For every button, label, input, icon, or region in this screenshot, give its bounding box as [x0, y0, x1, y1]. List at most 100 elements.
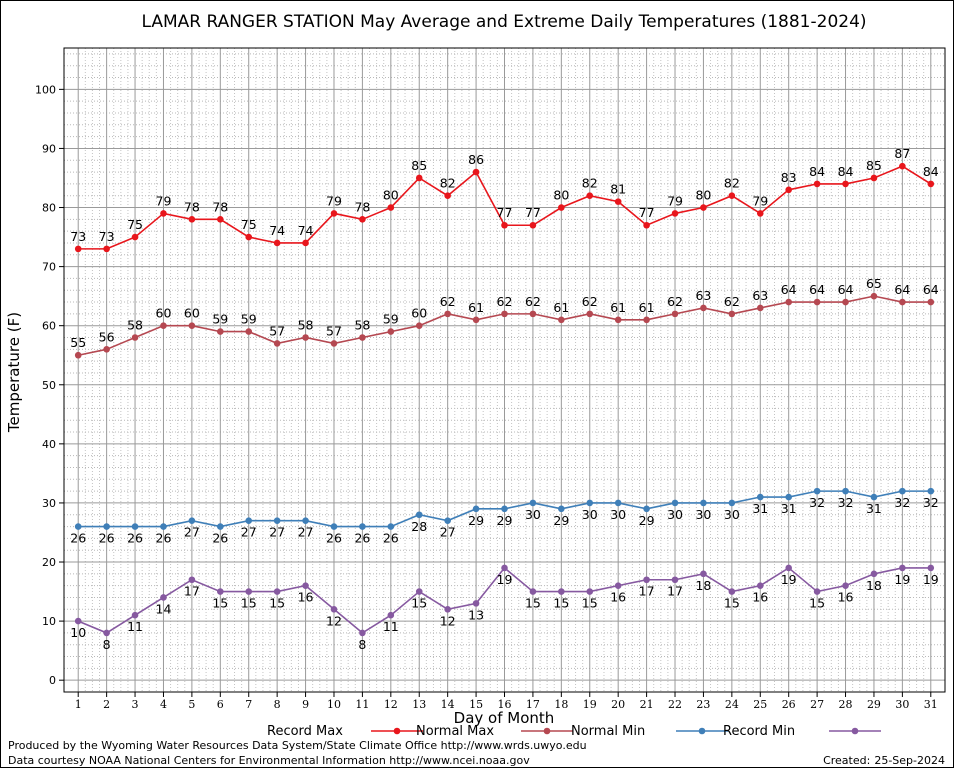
data-point [160, 322, 167, 329]
data-point [842, 487, 849, 495]
created-label: Created: [823, 754, 871, 767]
data-label: 80 [695, 188, 711, 203]
data-point [870, 493, 878, 501]
data-point [415, 174, 423, 182]
data-label: 26 [326, 531, 342, 546]
data-label: 30 [695, 507, 711, 522]
data-point [558, 588, 565, 595]
x-tick-label: 8 [274, 698, 281, 711]
data-label: 59 [241, 312, 257, 327]
data-point [245, 517, 253, 524]
data-label: 64 [781, 282, 797, 297]
data-label: 15 [809, 596, 825, 611]
data-point [330, 210, 338, 217]
data-label: 26 [354, 531, 370, 546]
data-label: 73 [99, 229, 115, 244]
x-tick-label: 23 [696, 698, 710, 711]
data-point [529, 588, 537, 595]
data-point [728, 588, 736, 595]
data-point [188, 576, 196, 584]
data-label: 18 [866, 578, 882, 593]
data-point [756, 304, 764, 312]
data-label: 32 [894, 495, 910, 510]
data-label: 30 [525, 507, 541, 522]
data-label: 82 [724, 176, 740, 191]
legend-marker [851, 727, 859, 735]
data-point [728, 310, 736, 318]
data-point [586, 192, 594, 200]
data-label: 16 [838, 590, 854, 605]
x-tick-label: 3 [132, 698, 139, 711]
data-label: 32 [923, 495, 939, 510]
x-tick-label: 7 [245, 698, 252, 711]
data-point [643, 576, 650, 584]
x-tick-label: 11 [355, 698, 369, 711]
data-label: 55 [70, 335, 86, 350]
y-tick-label: 70 [42, 261, 56, 274]
data-label: 30 [724, 507, 740, 522]
data-label: 64 [838, 282, 854, 297]
data-label: 57 [269, 323, 285, 338]
data-point [700, 204, 707, 211]
data-label: 80 [383, 188, 399, 203]
data-label: 74 [269, 223, 285, 238]
data-point [74, 523, 82, 530]
data-label: 12 [326, 613, 342, 628]
data-point [444, 517, 451, 524]
data-point [501, 505, 508, 513]
data-label: 17 [184, 584, 200, 599]
x-tick-label: 31 [924, 698, 938, 711]
data-label: 75 [241, 217, 257, 232]
data-label: 63 [695, 288, 711, 303]
data-point [188, 322, 196, 329]
x-tick-label: 1 [75, 698, 82, 711]
x-tick-label: 10 [327, 698, 341, 711]
data-point [387, 204, 395, 211]
data-point [160, 594, 167, 601]
chart-title: LAMAR RANGER STATION May Average and Ext… [141, 12, 866, 32]
data-label: 63 [752, 288, 768, 303]
data-label: 14 [156, 601, 172, 616]
y-tick-label: 50 [42, 379, 56, 392]
x-tick-label: 28 [839, 698, 853, 711]
data-point [671, 310, 679, 318]
data-label: 61 [468, 300, 484, 315]
data-label: 64 [923, 282, 939, 297]
legend-marker [543, 727, 551, 735]
data-label: 84 [838, 164, 854, 179]
data-point [217, 328, 224, 335]
data-label: 82 [582, 176, 598, 191]
data-label: 64 [894, 282, 910, 297]
y-tick-label: 90 [42, 142, 56, 155]
legend-marker [393, 727, 401, 735]
data-label: 59 [212, 312, 228, 327]
data-point [387, 523, 395, 530]
data-label: 78 [354, 199, 370, 214]
data-point [842, 298, 849, 306]
data-label: 13 [468, 607, 484, 622]
data-point [387, 611, 395, 619]
y-axis-label: Temperature (F) [5, 312, 23, 433]
x-tick-label: 29 [867, 698, 881, 711]
y-tick-label: 100 [35, 83, 56, 96]
data-point [927, 298, 935, 306]
data-point [359, 334, 366, 341]
grid [64, 48, 945, 692]
data-label: 79 [667, 193, 683, 208]
data-label: 27 [184, 525, 200, 540]
data-label: 29 [468, 513, 484, 528]
data-label: 62 [667, 294, 683, 309]
data-point [273, 239, 281, 247]
data-label: 16 [610, 590, 626, 605]
data-point [842, 582, 849, 589]
data-label: 15 [582, 596, 598, 611]
data-label: 31 [752, 501, 768, 516]
data-label: 16 [298, 590, 314, 605]
data-label: 85 [411, 158, 427, 173]
series-record-min [74, 564, 935, 637]
x-tick-label: 27 [810, 698, 824, 711]
data-point [273, 340, 281, 347]
data-point [529, 221, 537, 229]
data-label: 27 [269, 525, 285, 540]
